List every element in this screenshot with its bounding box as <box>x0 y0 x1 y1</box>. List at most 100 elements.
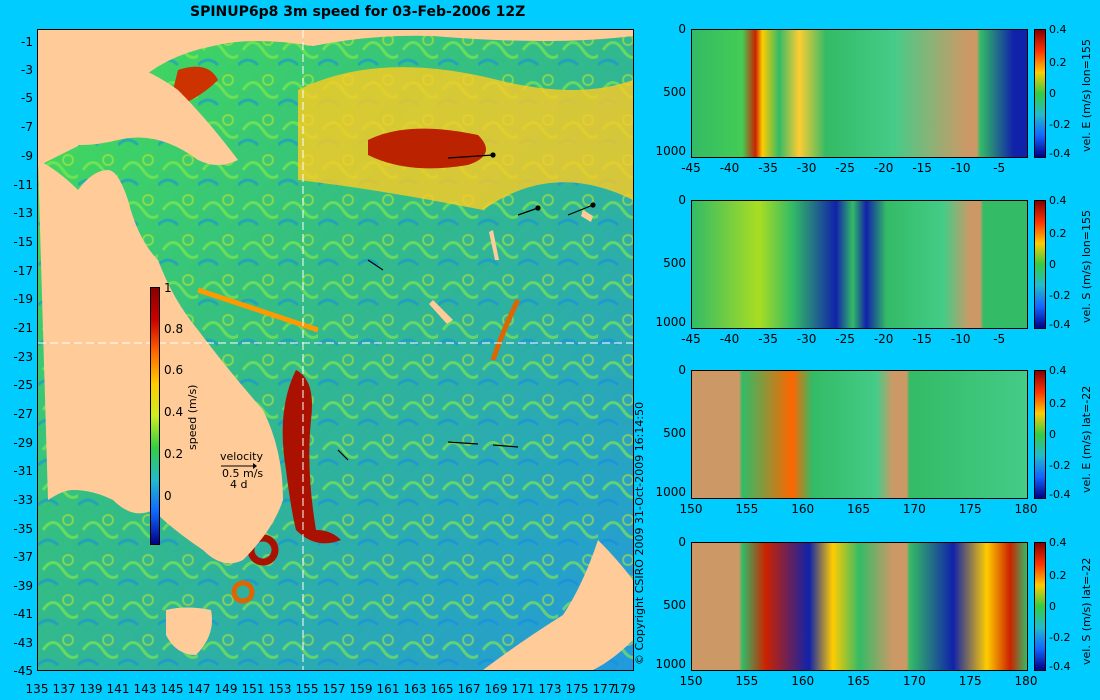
colorbar-tick: 0 <box>164 489 172 503</box>
depth-tick: 0 <box>678 535 686 549</box>
velocity-colorbar <box>1034 370 1046 499</box>
section-x-tick: 180 <box>1014 674 1038 688</box>
section-x-tick: 175 <box>958 674 982 688</box>
map-title: SPINUP6p8 3m speed for 03-Feb-2006 12Z <box>190 4 526 20</box>
lat-tick: -21 <box>13 321 33 335</box>
lon-tick: 165 <box>430 682 454 696</box>
velocity-colorbar-tick: -0.4 <box>1049 660 1071 673</box>
lon-tick: 163 <box>403 682 427 696</box>
depth-tick: 500 <box>663 598 686 612</box>
velocity-colorbar-tick: 0.2 <box>1049 397 1067 410</box>
lon-tick: 171 <box>511 682 535 696</box>
lat-tick: -37 <box>13 550 33 564</box>
section-x-tick: 150 <box>679 502 703 516</box>
velocity-colorbar-tick: 0 <box>1049 600 1056 613</box>
section-x-tick: 160 <box>791 674 815 688</box>
velocity-colorbar-tick: 0 <box>1049 428 1056 441</box>
section-x-tick: -15 <box>912 161 932 175</box>
section-x-tick: -5 <box>993 161 1006 175</box>
colorbar-tick: 0.8 <box>164 322 184 336</box>
velocity-colorbar-tick: -0.2 <box>1049 459 1071 472</box>
depth-tick: 0 <box>678 22 686 36</box>
velocity-colorbar-tick: 0.2 <box>1049 227 1067 240</box>
lon-tick: 175 <box>565 682 589 696</box>
speed-map[interactable] <box>37 29 634 671</box>
lon-tick: 145 <box>160 682 184 696</box>
lon-tick: 159 <box>349 682 373 696</box>
section-label: vel. E (m/s) lat=-22 <box>1080 385 1093 493</box>
lon-tick: 143 <box>133 682 157 696</box>
lat-tick: -29 <box>13 436 33 450</box>
lat-tick: -27 <box>13 407 33 421</box>
lat-tick: -41 <box>13 607 33 621</box>
section-plot-3[interactable] <box>691 370 1028 499</box>
velocity-colorbar-tick: 0 <box>1049 87 1056 100</box>
arrow-icon <box>221 463 257 469</box>
lon-tick: 147 <box>187 682 211 696</box>
section-plot-4[interactable] <box>691 542 1028 671</box>
velocity-colorbar-tick: -0.2 <box>1049 118 1071 131</box>
velocity-colorbar-tick: 0.4 <box>1049 536 1067 549</box>
lon-tick: 153 <box>268 682 292 696</box>
lon-tick: 167 <box>457 682 481 696</box>
velocity-colorbar <box>1034 542 1046 671</box>
lat-tick: -33 <box>13 493 33 507</box>
section-x-tick: 180 <box>1014 502 1038 516</box>
section-x-tick: -30 <box>796 161 817 175</box>
lat-tick: -39 <box>13 579 33 593</box>
lat-tick: -7 <box>21 120 33 134</box>
depth-tick: 0 <box>678 193 686 207</box>
lon-tick: 151 <box>241 682 265 696</box>
section-x-tick: -10 <box>950 332 971 346</box>
section-x-tick: -20 <box>873 332 894 346</box>
velocity-colorbar <box>1034 29 1046 158</box>
lon-tick: 157 <box>322 682 346 696</box>
lon-tick: 155 <box>295 682 319 696</box>
depth-tick: 500 <box>663 426 686 440</box>
velocity-colorbar-tick: -0.4 <box>1049 488 1071 501</box>
section-x-tick: -30 <box>796 332 817 346</box>
lon-tick: 179 <box>612 682 636 696</box>
section-x-tick: 150 <box>679 674 703 688</box>
section-x-tick: -40 <box>719 332 740 346</box>
copyright-stamp: © Copyright CSIRO 2009 31-Oct-2009 16:14… <box>633 401 646 665</box>
lon-tick: 161 <box>376 682 400 696</box>
depth-tick: 1000 <box>655 485 686 499</box>
section-x-tick: 160 <box>791 502 815 516</box>
speed-colorbar <box>150 287 160 545</box>
lat-tick: -15 <box>13 235 33 249</box>
colorbar-tick: 0.4 <box>164 405 184 419</box>
lat-tick: -19 <box>13 292 33 306</box>
section-x-tick: 170 <box>902 674 926 688</box>
section-x-tick: 155 <box>735 674 759 688</box>
lat-tick: -11 <box>13 178 33 192</box>
velocity-colorbar-tick: 0.4 <box>1049 23 1067 36</box>
section-plot-2[interactable] <box>691 200 1028 329</box>
section-x-tick: -45 <box>681 332 701 346</box>
colorbar-label: speed (m/s) <box>186 384 199 450</box>
section-x-tick: -10 <box>950 161 971 175</box>
lat-tick: -17 <box>13 264 33 278</box>
section-x-tick: -15 <box>912 332 932 346</box>
section-x-tick: -35 <box>758 161 778 175</box>
section-x-tick: -25 <box>835 161 855 175</box>
lon-tick: 139 <box>79 682 103 696</box>
section-plot-1[interactable] <box>691 29 1028 158</box>
section-x-tick: 155 <box>735 502 759 516</box>
speed-field <box>38 30 633 670</box>
lon-tick: 149 <box>214 682 238 696</box>
lat-tick: -35 <box>13 522 33 536</box>
colorbar-tick: 0.2 <box>164 447 184 461</box>
lat-tick: -13 <box>13 206 33 220</box>
lat-tick: -5 <box>21 91 33 105</box>
velocity-colorbar-tick: 0.4 <box>1049 364 1067 377</box>
lat-tick: -45 <box>13 664 33 678</box>
velocity-colorbar-tick: 0 <box>1049 258 1056 271</box>
velocity-colorbar-tick: -0.4 <box>1049 318 1071 331</box>
colorbar-tick: 0.6 <box>164 363 184 377</box>
section-label: vel. E (m/s) lon=155 <box>1080 39 1093 152</box>
section-x-tick: -40 <box>719 161 740 175</box>
lat-tick: -25 <box>13 378 33 392</box>
section-label: vel. S (m/s) lat=-22 <box>1080 557 1093 665</box>
section-x-tick: 175 <box>958 502 982 516</box>
